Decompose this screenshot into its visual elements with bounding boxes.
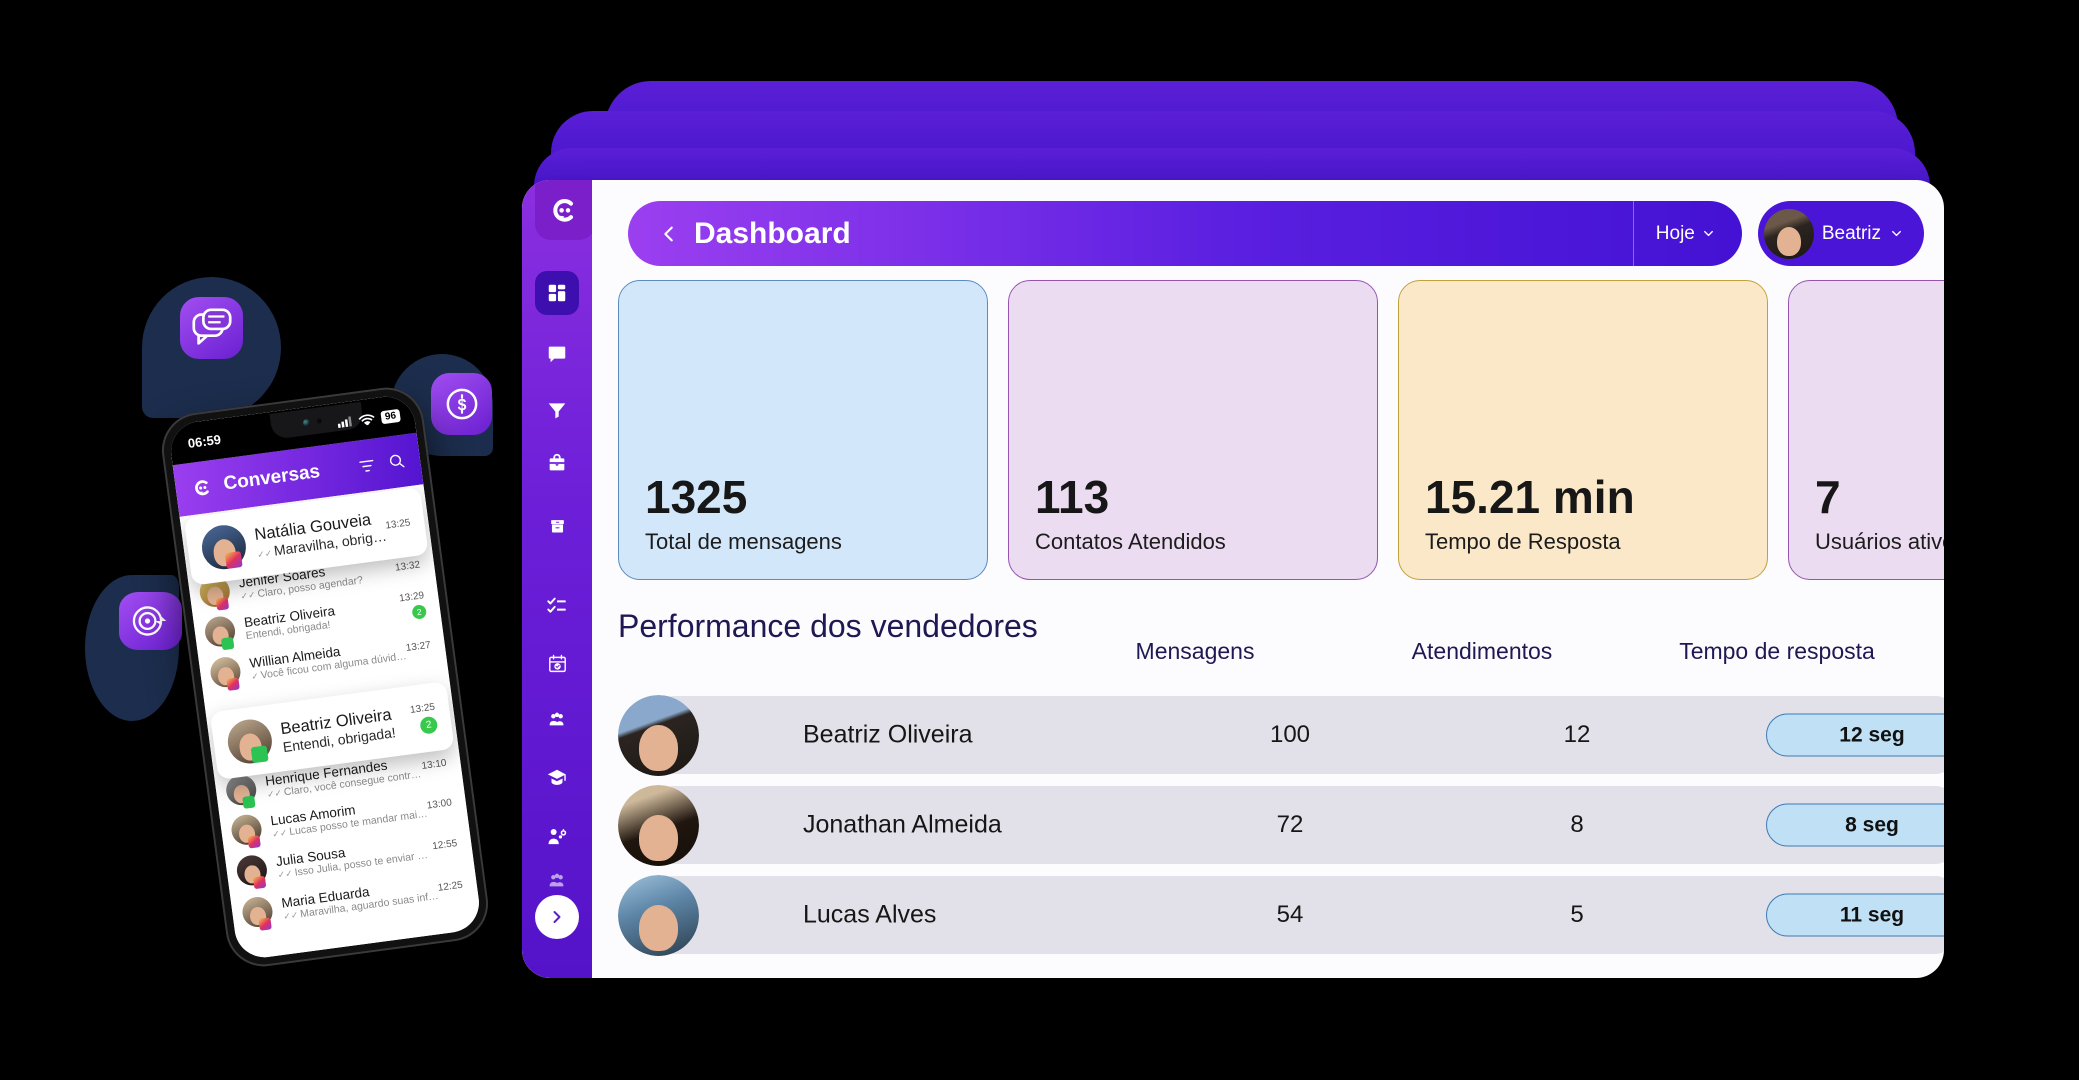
svg-text:$: $	[457, 397, 466, 414]
